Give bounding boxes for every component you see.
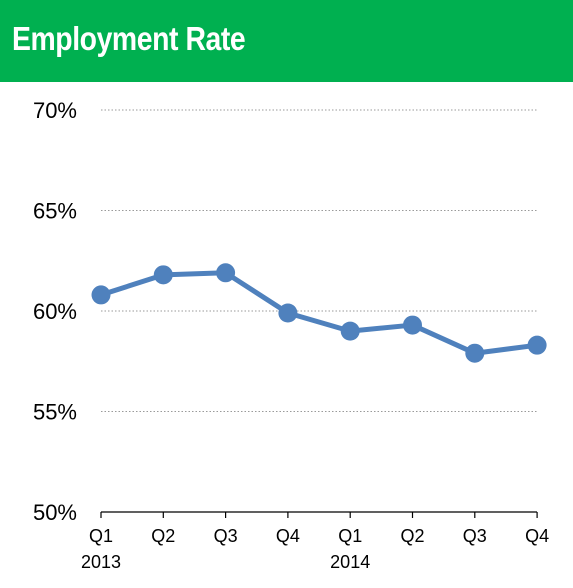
y-tick-label: 55%	[33, 400, 77, 425]
x-tick-label: Q4	[525, 526, 549, 546]
chart-title: Employment Rate	[12, 20, 246, 57]
x-tick-label: Q4	[276, 526, 300, 546]
x-axis-ticks: Q1 2013 Q2 Q3 Q4 Q1 2014 Q2 Q3 Q4	[81, 526, 549, 572]
x-axis	[100, 511, 538, 518]
series-line	[100, 270, 538, 356]
data-point	[403, 315, 422, 335]
data-point	[465, 343, 485, 363]
x-group-label: 2013	[81, 552, 121, 572]
y-tick-label: 65%	[33, 199, 77, 224]
data-point	[278, 303, 298, 323]
data-point	[91, 285, 111, 305]
x-tick-label: Q2	[151, 526, 175, 546]
chart-header: Employment Rate	[0, 0, 573, 82]
y-tick-label: 50%	[33, 500, 77, 525]
gridlines	[101, 109, 537, 412]
data-points	[91, 263, 547, 363]
data-point	[527, 335, 547, 355]
x-tick-label: Q2	[400, 526, 424, 546]
y-tick-label: 70%	[33, 98, 77, 123]
data-point	[216, 263, 236, 283]
x-tick-label: Q1	[89, 526, 113, 546]
data-point	[153, 265, 173, 285]
x-tick-label: Q3	[214, 526, 238, 546]
y-tick-label: 60%	[33, 299, 77, 324]
x-tick-label: Q1	[338, 526, 362, 546]
data-point	[340, 321, 360, 341]
series-line	[100, 270, 538, 356]
x-group-label: 2014	[330, 552, 370, 572]
x-tick-label: Q3	[463, 526, 487, 546]
y-axis-ticks: 50% 55% 60% 65% 70%	[33, 98, 77, 525]
